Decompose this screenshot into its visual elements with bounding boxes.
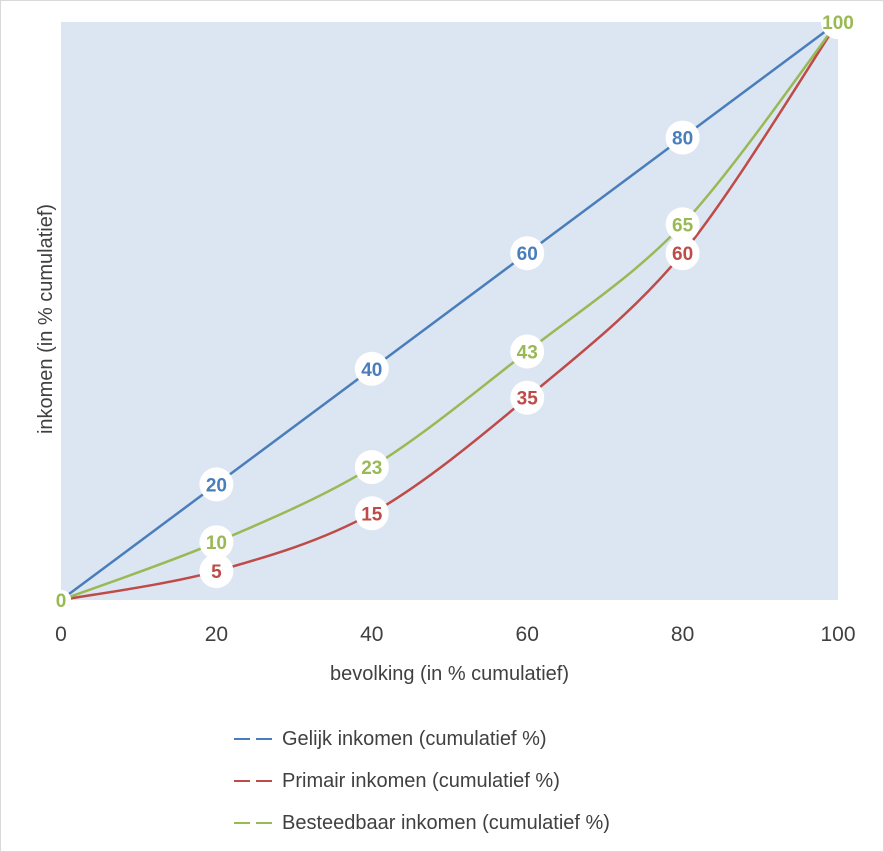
data-label-besteedbaar-40: 23: [354, 450, 389, 485]
data-label-primair-60: 35: [510, 380, 545, 415]
data-marker-besteedbaar-0: [51, 590, 71, 610]
data-marker-gelijk-20: [199, 467, 234, 502]
data-label-besteedbaar-100: 100: [821, 5, 855, 39]
data-label-layer: 02040608010005153560100010234365100: [51, 5, 855, 612]
x-tick-label-20: 20: [205, 623, 228, 646]
data-value-besteedbaar-60: 43: [517, 342, 538, 363]
data-value-gelijk-80: 80: [672, 129, 693, 150]
data-marker-besteedbaar-20: [199, 525, 234, 560]
data-label-gelijk-60: 60: [510, 236, 545, 271]
data-value-besteedbaar-0: 0: [56, 591, 67, 612]
data-marker-besteedbaar-60: [510, 334, 545, 369]
data-marker-besteedbaar-80: [665, 207, 700, 242]
data-label-besteedbaar-20: 10: [199, 525, 234, 560]
legend-label-gelijk: Gelijk inkomen (cumulatief %): [282, 727, 547, 750]
data-marker-primair-20: [199, 554, 234, 589]
data-value-besteedbaar-20: 10: [206, 533, 227, 554]
data-marker-primair-40: [354, 496, 389, 531]
data-value-primair-20: 5: [211, 562, 222, 583]
legend-swatch-gelijk: [232, 738, 276, 740]
data-value-gelijk-20: 20: [206, 475, 227, 496]
data-marker-besteedbaar-40: [354, 450, 389, 485]
x-axis-title: bevolking (in % cumulatief): [330, 663, 569, 685]
data-marker-gelijk-80: [665, 120, 700, 155]
data-label-primair-80: 60: [665, 236, 700, 271]
legend-swatch-besteedbaar: [232, 822, 276, 824]
x-tick-label-40: 40: [360, 623, 383, 646]
x-tick-label-80: 80: [671, 623, 694, 646]
data-value-primair-40: 15: [361, 504, 383, 525]
data-label-besteedbaar-0: 0: [51, 590, 71, 612]
data-marker-primair-60: [510, 380, 545, 415]
data-label-gelijk-20: 20: [199, 467, 234, 502]
x-axis-ticks: 0 20 40 60 80 100: [55, 623, 855, 646]
data-label-primair-40: 15: [354, 496, 389, 531]
data-label-besteedbaar-60: 43: [510, 334, 545, 369]
data-label-primair-20: 5: [199, 554, 234, 589]
x-tick-label-60: 60: [516, 623, 539, 646]
data-marker-gelijk-60: [510, 236, 545, 271]
data-marker-besteedbaar-100: [821, 5, 855, 39]
data-label-besteedbaar-80: 65: [665, 207, 700, 242]
data-label-gelijk-80: 80: [665, 120, 700, 155]
data-value-besteedbaar-80: 65: [672, 215, 694, 236]
data-value-besteedbaar-40: 23: [361, 458, 382, 479]
data-value-gelijk-60: 60: [517, 244, 538, 265]
legend-item-gelijk: Gelijk inkomen (cumulatief %): [232, 718, 610, 760]
legend: Gelijk inkomen (cumulatief %) Primair in…: [232, 718, 610, 844]
legend-swatch-primair: [232, 780, 276, 782]
legend-label-primair: Primair inkomen (cumulatief %): [282, 769, 560, 792]
data-value-primair-80: 60: [672, 244, 693, 265]
legend-item-besteedbaar: Besteedbaar inkomen (cumulatief %): [232, 802, 610, 844]
data-marker-gelijk-40: [354, 351, 389, 386]
y-axis-title: inkomen (in % cumulatief): [35, 204, 57, 434]
data-value-primair-60: 35: [517, 389, 539, 410]
data-label-gelijk-40: 40: [354, 351, 389, 386]
data-value-besteedbaar-100: 100: [822, 13, 854, 34]
legend-label-besteedbaar: Besteedbaar inkomen (cumulatief %): [282, 811, 610, 834]
data-marker-primair-80: [665, 236, 700, 271]
x-tick-label-0: 0: [55, 623, 67, 646]
legend-item-primair: Primair inkomen (cumulatief %): [232, 760, 610, 802]
series-line-gelijk: [60, 20, 839, 602]
data-value-gelijk-40: 40: [361, 360, 382, 381]
x-tick-label-100: 100: [820, 623, 855, 646]
